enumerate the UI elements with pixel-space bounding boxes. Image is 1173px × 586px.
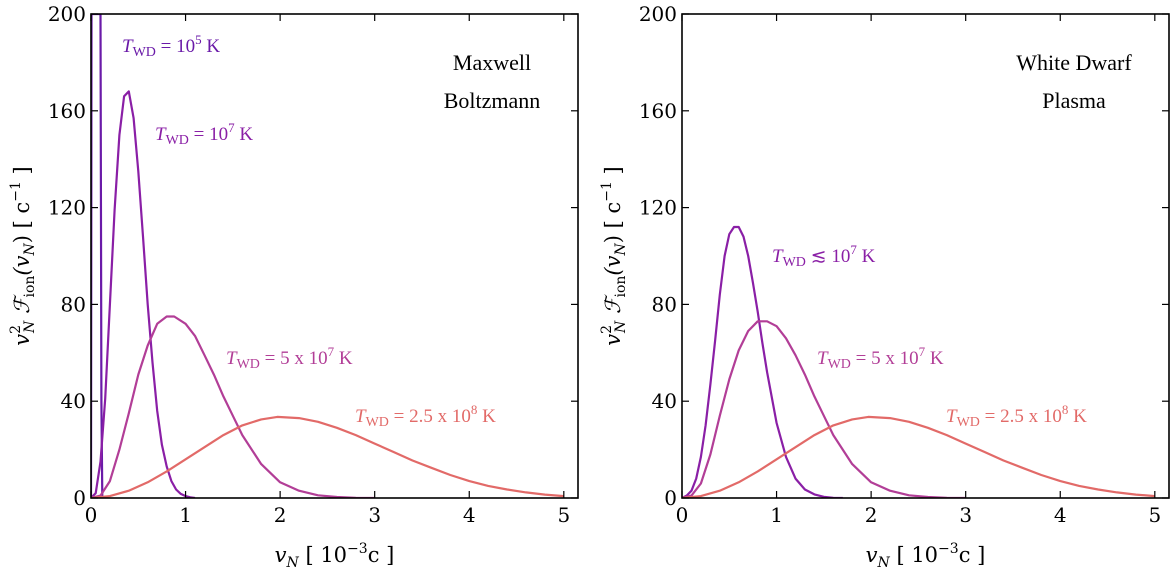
- y-tick-label: 160: [48, 99, 86, 123]
- series-line-3: [91, 315, 375, 498]
- series-label-3: TWD = 2.5 x 108 K: [946, 402, 1087, 430]
- panel-annotation-line: Plasma: [1042, 88, 1106, 113]
- x-tick-label: 1: [179, 503, 192, 527]
- x-tick-label: 0: [85, 503, 98, 527]
- panel-2: 0 1 2 3 4 5 0 40 80 120 160 200 vN [ 10−3c ] v2N ℱion…: [599, 2, 1170, 571]
- x-tick-label: 3: [959, 503, 972, 527]
- y-tick-label: 40: [61, 389, 86, 413]
- series-line-4: [91, 415, 564, 498]
- x-tick-label: 2: [865, 503, 878, 527]
- x-axis-label: vN [ 10−3c ]: [275, 541, 395, 571]
- x-tick-label: 0: [676, 503, 689, 527]
- x-tick-label: 1: [770, 503, 783, 527]
- y-tick-label: 80: [652, 292, 677, 316]
- panel-annotation-line: White Dwarf: [1016, 50, 1132, 75]
- series-line-3: [682, 415, 1155, 498]
- series-line-1: [682, 225, 843, 498]
- y-tick-label: 120: [639, 196, 677, 220]
- series-line-2: [91, 90, 196, 498]
- x-axis-label: vN [ 10−3c ]: [866, 541, 986, 571]
- x-tick-label: 5: [1148, 503, 1161, 527]
- series-line-2: [682, 320, 966, 498]
- x-tick-label: 3: [368, 503, 381, 527]
- y-tick-label: 0: [73, 486, 86, 510]
- y-axis-label: v2N ℱion(vN) [ c−1 ]: [8, 166, 38, 346]
- series-label-2: TWD = 5 x 107 K: [817, 344, 944, 372]
- x-tick-label: 4: [463, 503, 476, 527]
- series-label-1: TWD ≲ 107 K: [772, 242, 876, 270]
- x-tick-label: 4: [1054, 503, 1067, 527]
- series-label-1: TWD = 105 K: [122, 32, 220, 60]
- series-line-1: [91, 14, 104, 498]
- panel-annotation-line: Maxwell: [453, 50, 531, 75]
- plot-frame: [681, 13, 1170, 499]
- series-label-3: TWD = 5 x 107 K: [226, 344, 353, 372]
- x-tick-label: 5: [557, 503, 570, 527]
- panel-1: 0 1 2 3 4 5 0 40 80 120 160 200 vN [ 10−3c ] v2N ℱion…: [8, 2, 579, 571]
- y-tick-label: 0: [664, 486, 677, 510]
- series-label-2: TWD = 107 K: [155, 120, 253, 148]
- x-tick-label: 2: [274, 503, 287, 527]
- plot-frame: [90, 13, 579, 499]
- y-tick-label: 120: [48, 196, 86, 220]
- y-axis-label: v2N ℱion(vN) [ c−1 ]: [599, 166, 629, 346]
- series-label-4: TWD = 2.5 x 108 K: [355, 402, 496, 430]
- y-tick-label: 200: [639, 2, 677, 26]
- y-tick-label: 160: [639, 99, 677, 123]
- panel-annotation-line: Boltzmann: [444, 88, 541, 113]
- y-tick-label: 80: [61, 292, 86, 316]
- y-tick-label: 40: [652, 389, 677, 413]
- y-tick-label: 200: [48, 2, 86, 26]
